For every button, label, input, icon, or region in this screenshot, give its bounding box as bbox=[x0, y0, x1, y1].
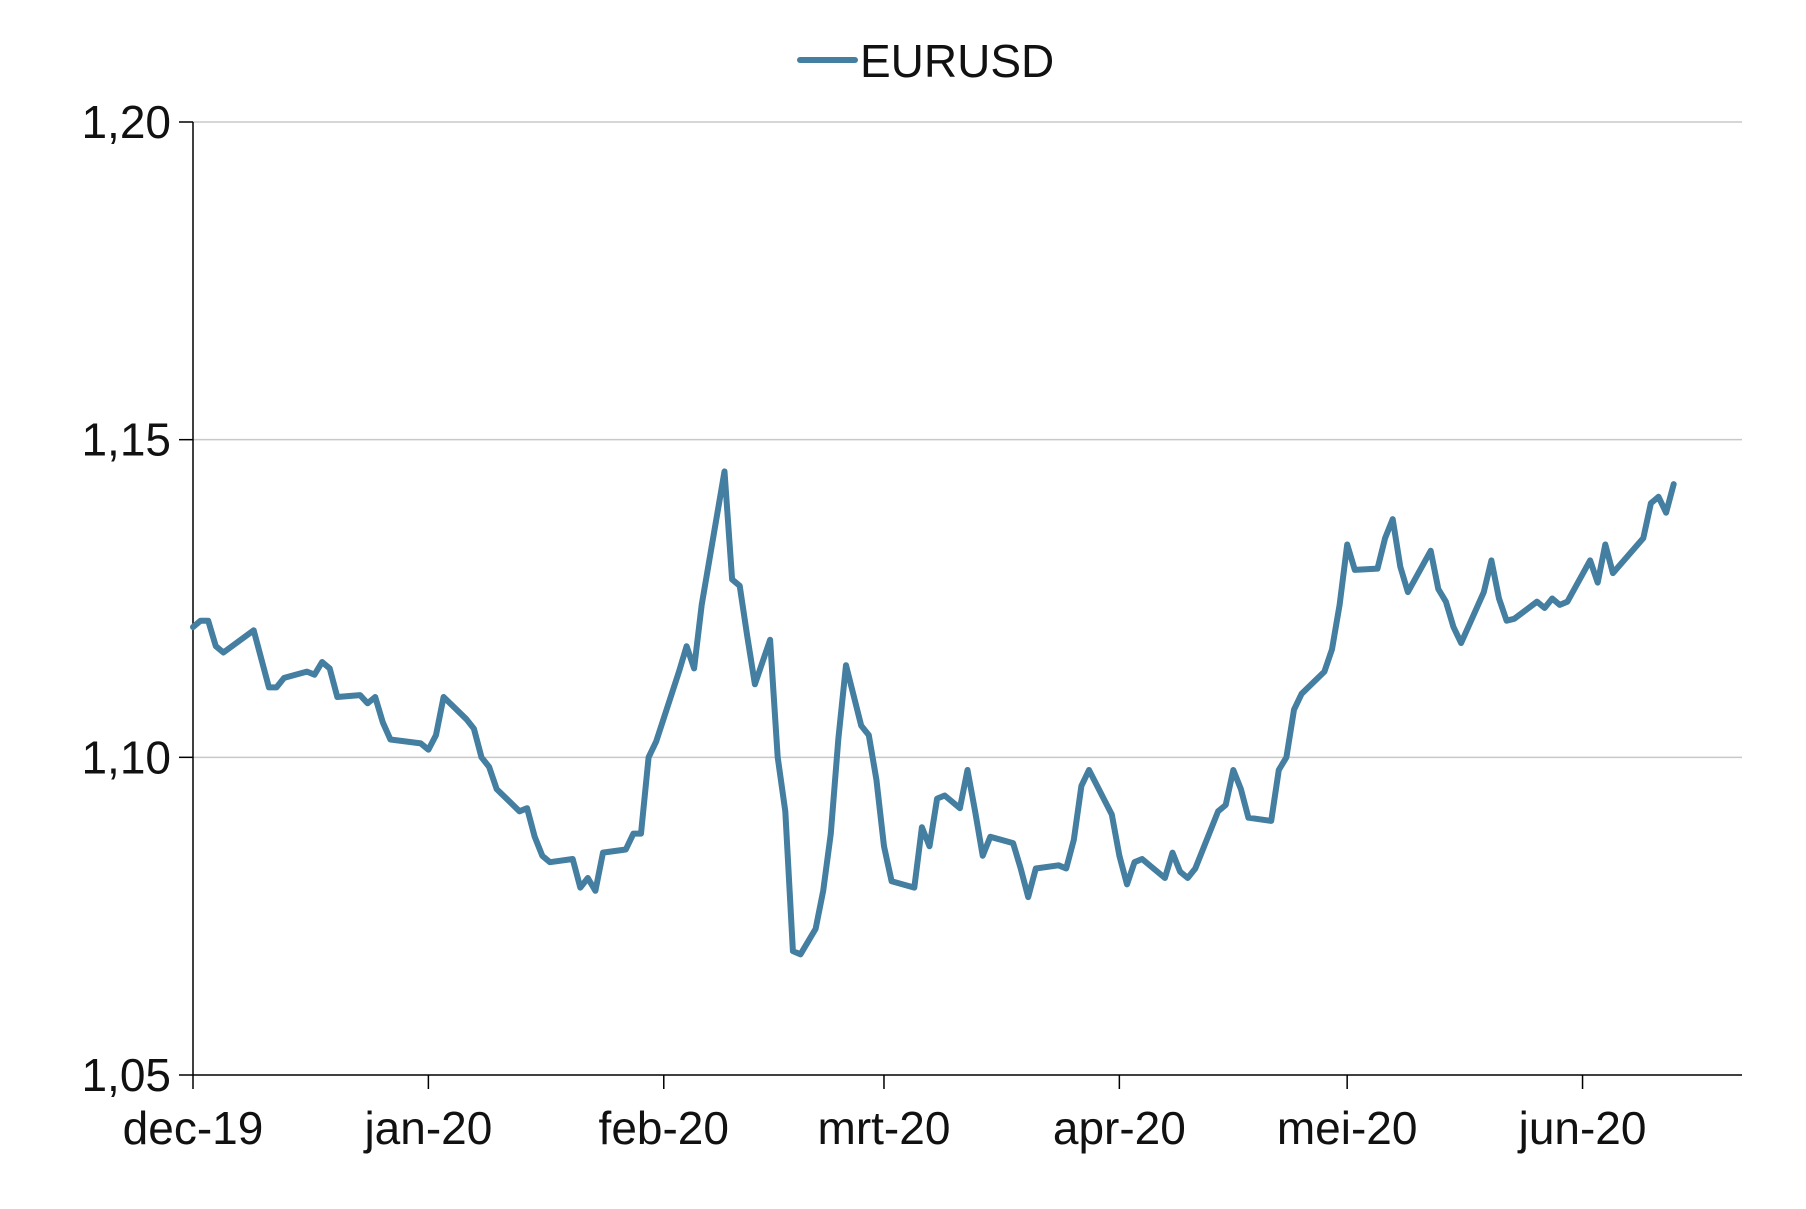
x-tick-label: apr-20 bbox=[1053, 1102, 1186, 1154]
y-tick-label: 1,05 bbox=[81, 1049, 171, 1101]
x-tick-label: jun-20 bbox=[1517, 1102, 1647, 1154]
y-tick-label: 1,20 bbox=[81, 96, 171, 148]
legend: EURUSD bbox=[797, 35, 1054, 87]
y-tick-label: 1,10 bbox=[81, 731, 171, 783]
x-tick-label: mei-20 bbox=[1277, 1102, 1418, 1154]
axes: 1,05 1,10 1,15 1,20 dec-19 jan-20 feb-20 mrt-20… bbox=[81, 96, 1742, 1154]
x-tick-label: feb-20 bbox=[599, 1102, 729, 1154]
x-tick-label: mrt-20 bbox=[818, 1102, 951, 1154]
series-lines bbox=[190, 468, 1677, 958]
series-line-0 bbox=[190, 468, 1677, 958]
y-tick-label: 1,15 bbox=[81, 414, 171, 466]
x-tick-label: jan-20 bbox=[362, 1102, 492, 1154]
x-tick-label: dec-19 bbox=[123, 1102, 264, 1154]
gridlines bbox=[193, 121, 1742, 759]
legend-label-0: EURUSD bbox=[860, 35, 1054, 87]
